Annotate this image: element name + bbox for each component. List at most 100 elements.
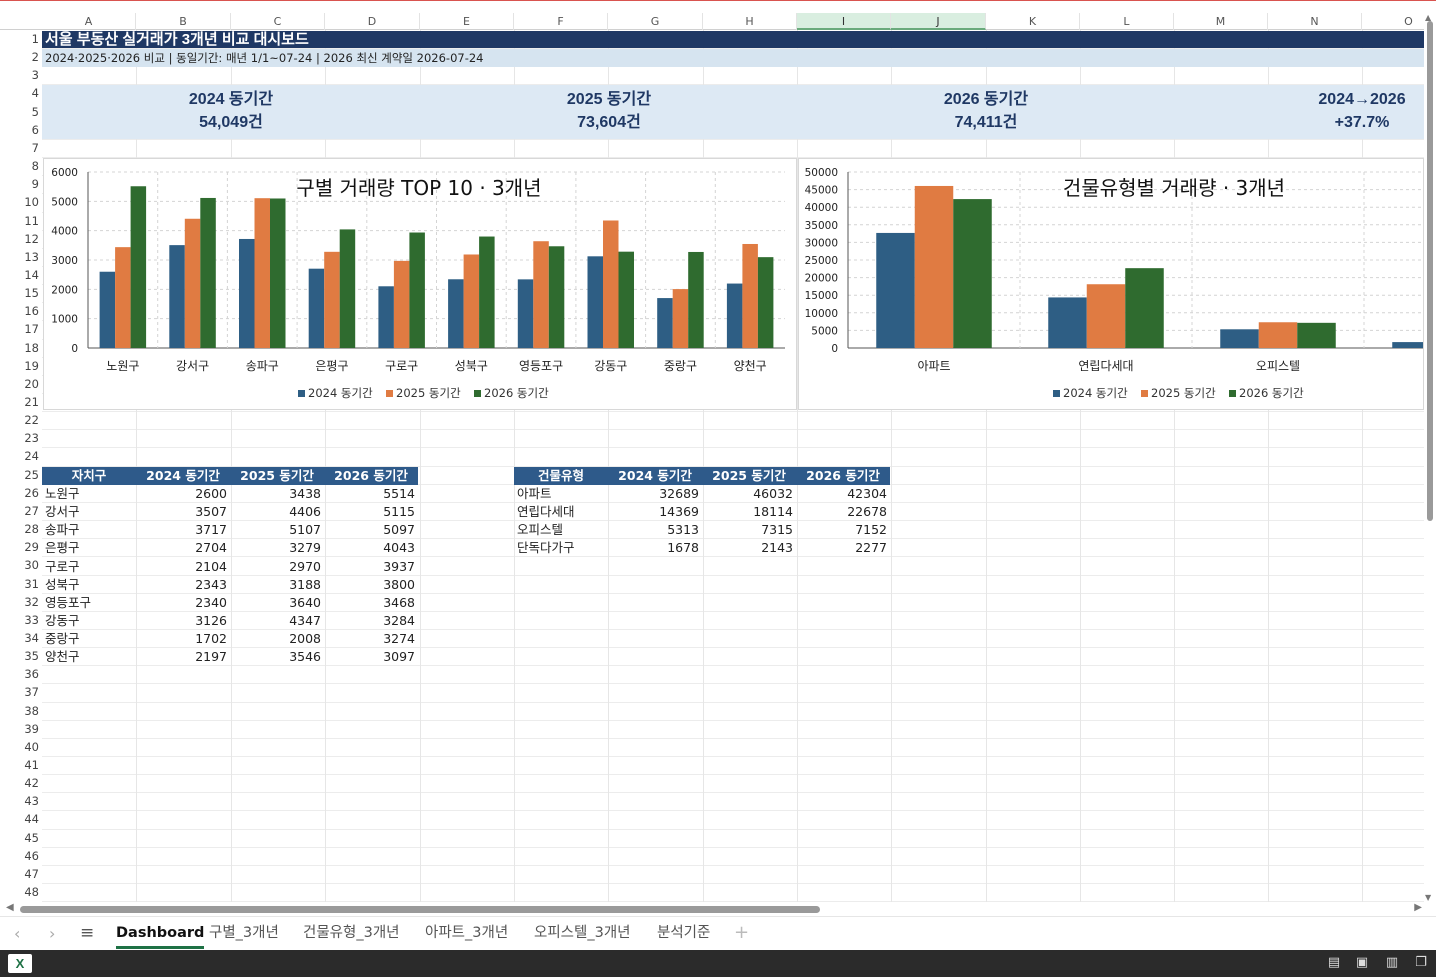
district-table-header-cell[interactable]: 2024 동기간 bbox=[136, 467, 230, 485]
column-header-o[interactable]: O bbox=[1362, 13, 1436, 30]
column-header-n[interactable]: N bbox=[1268, 13, 1362, 30]
scroll-up-icon[interactable]: ▲ bbox=[1425, 13, 1432, 22]
type-table-cell[interactable]: 오피스텔 bbox=[517, 522, 564, 538]
scroll-down-icon[interactable]: ▼ bbox=[1425, 893, 1432, 902]
row-header-32[interactable]: 32 bbox=[24, 594, 39, 609]
row-header-46[interactable]: 46 bbox=[24, 848, 39, 863]
row-header-22[interactable]: 22 bbox=[24, 413, 39, 428]
row-header-26[interactable]: 26 bbox=[24, 485, 39, 500]
type-table-cell[interactable]: 7152 bbox=[855, 522, 887, 538]
district-table-cell[interactable]: 3438 bbox=[289, 486, 321, 501]
type-table-cell[interactable]: 32689 bbox=[659, 486, 699, 501]
tab-district[interactable]: 구별_3개년 bbox=[209, 925, 279, 941]
plus-icon[interactable]: + bbox=[734, 922, 750, 943]
type-table-header-cell[interactable]: 건물유형 bbox=[514, 467, 608, 485]
district-table-cell[interactable]: 은평구 bbox=[45, 540, 80, 556]
district-table-cell[interactable]: 강동구 bbox=[45, 613, 80, 629]
district-table-header-cell[interactable]: 2026 동기간 bbox=[324, 467, 418, 485]
kpi-change[interactable]: 2024→2026 +37.7% bbox=[1174, 85, 1436, 137]
row-header-11[interactable]: 11 bbox=[24, 213, 39, 228]
district-table-cell[interactable]: 4406 bbox=[289, 504, 321, 520]
clipboard-icon[interactable]: ▤ bbox=[1327, 955, 1341, 970]
district-table-cell[interactable]: 구로구 bbox=[45, 558, 80, 574]
row-header-20[interactable]: 20 bbox=[24, 376, 39, 391]
row-header-41[interactable]: 41 bbox=[24, 758, 39, 772]
type-table-header-cell[interactable]: 2025 동기간 bbox=[702, 467, 796, 485]
layout-icon[interactable]: ▥ bbox=[1385, 955, 1399, 970]
column-header-i[interactable]: I bbox=[797, 13, 891, 30]
district-table-cell[interactable]: 3800 bbox=[383, 576, 415, 592]
row-header-17[interactable]: 17 bbox=[24, 322, 39, 337]
district-table-cell[interactable]: 2104 bbox=[195, 558, 227, 574]
kpi-2026[interactable]: 2026 동기간 74,411건 bbox=[797, 85, 1175, 137]
column-header-d[interactable]: D bbox=[325, 13, 420, 30]
district-table-cell[interactable]: 노원구 bbox=[45, 486, 80, 501]
row-header-47[interactable]: 47 bbox=[24, 866, 39, 881]
district-table-cell[interactable]: 3097 bbox=[383, 649, 415, 665]
row-header-39[interactable]: 39 bbox=[24, 721, 39, 736]
district-table-cell[interactable]: 3937 bbox=[383, 558, 415, 574]
district-table-cell[interactable]: 4347 bbox=[289, 613, 321, 629]
row-header-31[interactable]: 31 bbox=[24, 576, 39, 591]
row-header-45[interactable]: 45 bbox=[24, 830, 39, 845]
district-table-cell[interactable]: 4043 bbox=[383, 540, 415, 556]
row-header-12[interactable]: 12 bbox=[24, 231, 39, 246]
type-table-cell[interactable]: 14369 bbox=[659, 504, 699, 520]
district-chart[interactable]: 0 1000 2000 3000 4000 5000 6000 노원구 강서구 송파구 은평구 구로구… bbox=[43, 158, 797, 410]
type-table-cell[interactable]: 아파트 bbox=[517, 486, 552, 501]
row-header-9[interactable]: 9 bbox=[31, 177, 39, 192]
district-table-cell[interactable]: 2600 bbox=[195, 486, 227, 501]
type-table-cell[interactable]: 5313 bbox=[667, 522, 699, 538]
district-table-cell[interactable]: 2704 bbox=[195, 540, 227, 556]
type-table-header-cell[interactable]: 2026 동기간 bbox=[796, 467, 890, 485]
district-table-header-cell[interactable]: 자치구 bbox=[42, 467, 136, 485]
row-header-29[interactable]: 29 bbox=[24, 540, 39, 555]
column-header-g[interactable]: G bbox=[608, 13, 703, 30]
type-table-cell[interactable]: 2277 bbox=[855, 540, 887, 556]
column-header-m[interactable]: M bbox=[1174, 13, 1268, 30]
type-table-cell[interactable]: 연립다세대 bbox=[517, 504, 575, 520]
row-header-34[interactable]: 34 bbox=[24, 630, 39, 645]
type-table-cell[interactable]: 1678 bbox=[667, 540, 699, 556]
vertical-scrollbar[interactable]: ▲ ▼ bbox=[1424, 13, 1436, 902]
dashboard-title[interactable]: 서울 부동산 실거래가 3개년 비교 대시보드 bbox=[42, 31, 1424, 48]
type-table-cell[interactable]: 18114 bbox=[753, 504, 793, 520]
row-header-3[interactable]: 3 bbox=[31, 68, 39, 83]
row-header-5[interactable]: 5 bbox=[31, 104, 39, 119]
district-table-cell[interactable]: 영등포구 bbox=[45, 594, 92, 610]
horizontal-scrollbar[interactable]: ◀ ▶ bbox=[4, 902, 1424, 916]
district-table-cell[interactable]: 3717 bbox=[195, 522, 227, 538]
row-header-23[interactable]: 23 bbox=[24, 431, 39, 446]
column-header-b[interactable]: B bbox=[136, 13, 231, 30]
district-table-cell[interactable]: 송파구 bbox=[45, 522, 80, 538]
column-header-e[interactable]: E bbox=[420, 13, 514, 30]
row-header-35[interactable]: 35 bbox=[24, 649, 39, 664]
row-header-24[interactable]: 24 bbox=[24, 449, 39, 464]
tab-criteria[interactable]: 분석기준 bbox=[657, 925, 711, 941]
scroll-right-icon[interactable]: ▶ bbox=[1414, 902, 1422, 913]
row-header-42[interactable]: 42 bbox=[24, 776, 39, 791]
column-header-a[interactable]: A bbox=[42, 13, 136, 30]
district-table-cell[interactable]: 5115 bbox=[383, 504, 415, 520]
district-table-cell[interactable]: 강서구 bbox=[45, 504, 80, 520]
district-table-cell[interactable]: 5107 bbox=[289, 522, 321, 538]
district-table-header-cell[interactable]: 2025 동기간 bbox=[230, 467, 324, 485]
row-header-15[interactable]: 15 bbox=[24, 286, 39, 301]
kpi-2024[interactable]: 2024 동기간 54,049건 bbox=[42, 85, 420, 137]
district-table-cell[interactable]: 2970 bbox=[289, 558, 321, 574]
type-table-cell[interactable]: 46032 bbox=[753, 486, 793, 501]
row-header-10[interactable]: 10 bbox=[24, 195, 39, 210]
column-header-j[interactable]: J bbox=[891, 13, 986, 30]
column-header-c[interactable]: C bbox=[231, 13, 325, 30]
row-header-16[interactable]: 16 bbox=[24, 304, 39, 319]
kpi-2025[interactable]: 2025 동기간 73,604건 bbox=[420, 85, 798, 137]
row-header-7[interactable]: 7 bbox=[31, 140, 39, 155]
district-table-cell[interactable]: 양천구 bbox=[45, 649, 80, 665]
tab-officetel[interactable]: 오피스텔_3개년 bbox=[534, 925, 631, 941]
row-header-40[interactable]: 40 bbox=[24, 739, 39, 754]
district-table-cell[interactable]: 3188 bbox=[289, 576, 321, 592]
row-header-27[interactable]: 27 bbox=[24, 503, 39, 518]
row-header-44[interactable]: 44 bbox=[24, 812, 39, 827]
row-header-33[interactable]: 33 bbox=[24, 612, 39, 627]
chevron-right-icon[interactable]: › bbox=[49, 924, 56, 943]
